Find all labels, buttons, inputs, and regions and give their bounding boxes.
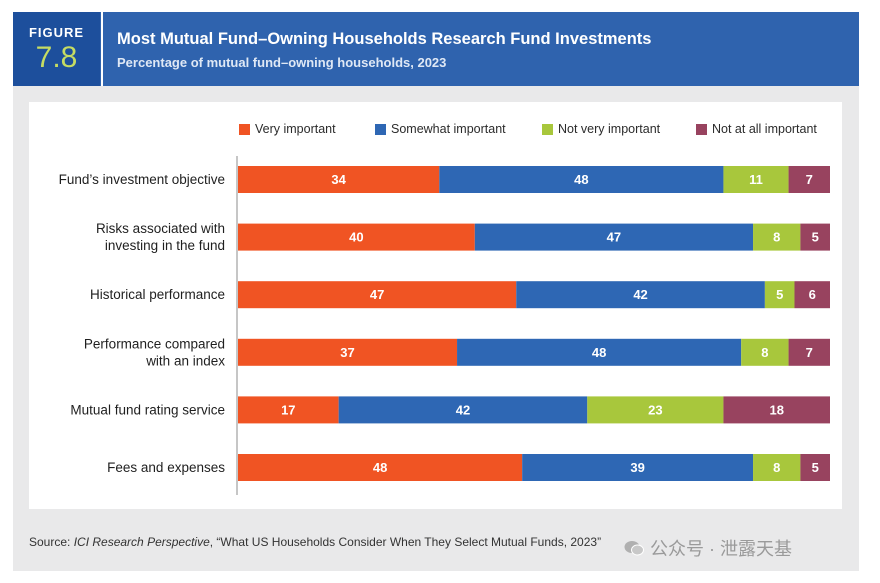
source-note: Source: ICI Research Perspective, “What … [29, 535, 601, 549]
legend-label: Not at all important [712, 122, 817, 136]
bar-segment-not-very-important [587, 396, 724, 424]
data-label: 47 [607, 230, 621, 245]
legend-item-not-at-all-important: Not at all important [696, 121, 817, 137]
bar-segment-very-important [238, 281, 517, 309]
data-label: 7 [806, 172, 813, 187]
bar-segment-very-important [238, 338, 458, 366]
data-label: 5 [812, 230, 819, 245]
data-label: 42 [633, 287, 647, 302]
legend-swatch [542, 123, 553, 135]
data-label: 48 [373, 460, 387, 475]
category-label: Performance compared with an index [84, 336, 225, 368]
bar-segment-somewhat-important [439, 166, 724, 193]
data-label: 48 [574, 172, 588, 187]
data-label: 8 [773, 460, 780, 475]
bar-segment-not-at-all-important [788, 338, 830, 366]
source-publication: ICI Research Perspective [73, 535, 210, 549]
source-prefix: Source: [29, 535, 74, 549]
data-label: 18 [769, 402, 783, 417]
data-label: 39 [630, 460, 644, 475]
data-label: 40 [349, 230, 363, 245]
header-divider [101, 12, 103, 86]
chart-panel: Very important Somewhat important Not very… [29, 102, 842, 509]
bar-segment-somewhat-important [457, 338, 742, 366]
data-label: 47 [370, 287, 384, 302]
data-label: 17 [281, 402, 295, 417]
bar-segment-very-important [238, 223, 475, 251]
legend-item-not-very-important: Not very important [542, 121, 660, 137]
bar-segment-somewhat-important [522, 454, 754, 481]
bar-segment-not-at-all-important [800, 223, 830, 251]
data-label: 6 [809, 287, 816, 302]
data-label: 23 [648, 402, 662, 417]
legend-swatch [239, 123, 250, 135]
bar-segment-somewhat-important [338, 396, 588, 424]
category-label: Historical performance [90, 287, 225, 302]
figure-label: FIGURE [28, 25, 85, 40]
bar-segment-somewhat-important [516, 281, 765, 309]
bar-segment-not-very-important [764, 281, 795, 309]
bar-segment-not-very-important [741, 338, 789, 366]
legend-item-very-important: Very important [239, 121, 336, 137]
bar-segment-not-very-important [753, 223, 801, 251]
figure-number-box: FIGURE 7.8 [13, 12, 100, 86]
source-detail: , “What US Households Consider When They… [209, 535, 602, 549]
category-label: Fees and expenses [107, 460, 225, 475]
watermark: 公众号 · 泄露天基 [624, 535, 792, 561]
category-label: Fund’s investment objective [59, 172, 225, 187]
bar-segment-not-at-all-important [794, 281, 830, 309]
bar-segment-not-at-all-important [800, 454, 830, 481]
legend-swatch [696, 123, 707, 135]
watermark-text: 公众号 · 泄露天基 [650, 539, 792, 559]
data-label: 5 [776, 287, 783, 302]
bar-segment-not-very-important [723, 166, 789, 193]
data-label: 8 [761, 345, 768, 360]
bar-segment-not-at-all-important [788, 166, 830, 193]
category-label: Mutual fund rating service [70, 402, 225, 417]
bar-segment-not-at-all-important [723, 396, 830, 424]
bar-segment-very-important [238, 166, 440, 193]
legend-label: Not very important [558, 122, 661, 136]
bar-segment-somewhat-important [474, 223, 754, 251]
bar-segment-very-important [238, 396, 339, 424]
legend-item-somewhat-important: Somewhat important [375, 121, 506, 137]
data-label: 11 [749, 172, 763, 187]
data-label: 37 [340, 345, 354, 360]
bar-segment-not-very-important [753, 454, 801, 481]
chart-title: Most Mutual Fund–Owning Households Resea… [117, 30, 652, 48]
figure-header: FIGURE 7.8 Most Mutual Fund–Owning House… [13, 12, 859, 86]
figure-number: 7.8 [35, 41, 78, 74]
data-label: 5 [812, 460, 819, 475]
legend-label: Somewhat important [391, 122, 506, 136]
data-label: 8 [773, 230, 780, 245]
wechat-icon [624, 541, 644, 556]
chart-subtitle: Percentage of mutual fund–owning househo… [117, 55, 447, 70]
data-label: 48 [592, 345, 606, 360]
category-label: Risks associated with investing in the fu… [96, 221, 225, 253]
bar-segment-very-important [238, 454, 523, 481]
data-label: 34 [331, 172, 346, 187]
data-label: 7 [806, 345, 813, 360]
legend-swatch [375, 123, 386, 135]
legend-label: Very important [255, 122, 336, 136]
data-label: 42 [456, 402, 470, 417]
stacked-bar-chart: Fund’s investment objective 34 48 11 7 Risks … [59, 156, 830, 495]
